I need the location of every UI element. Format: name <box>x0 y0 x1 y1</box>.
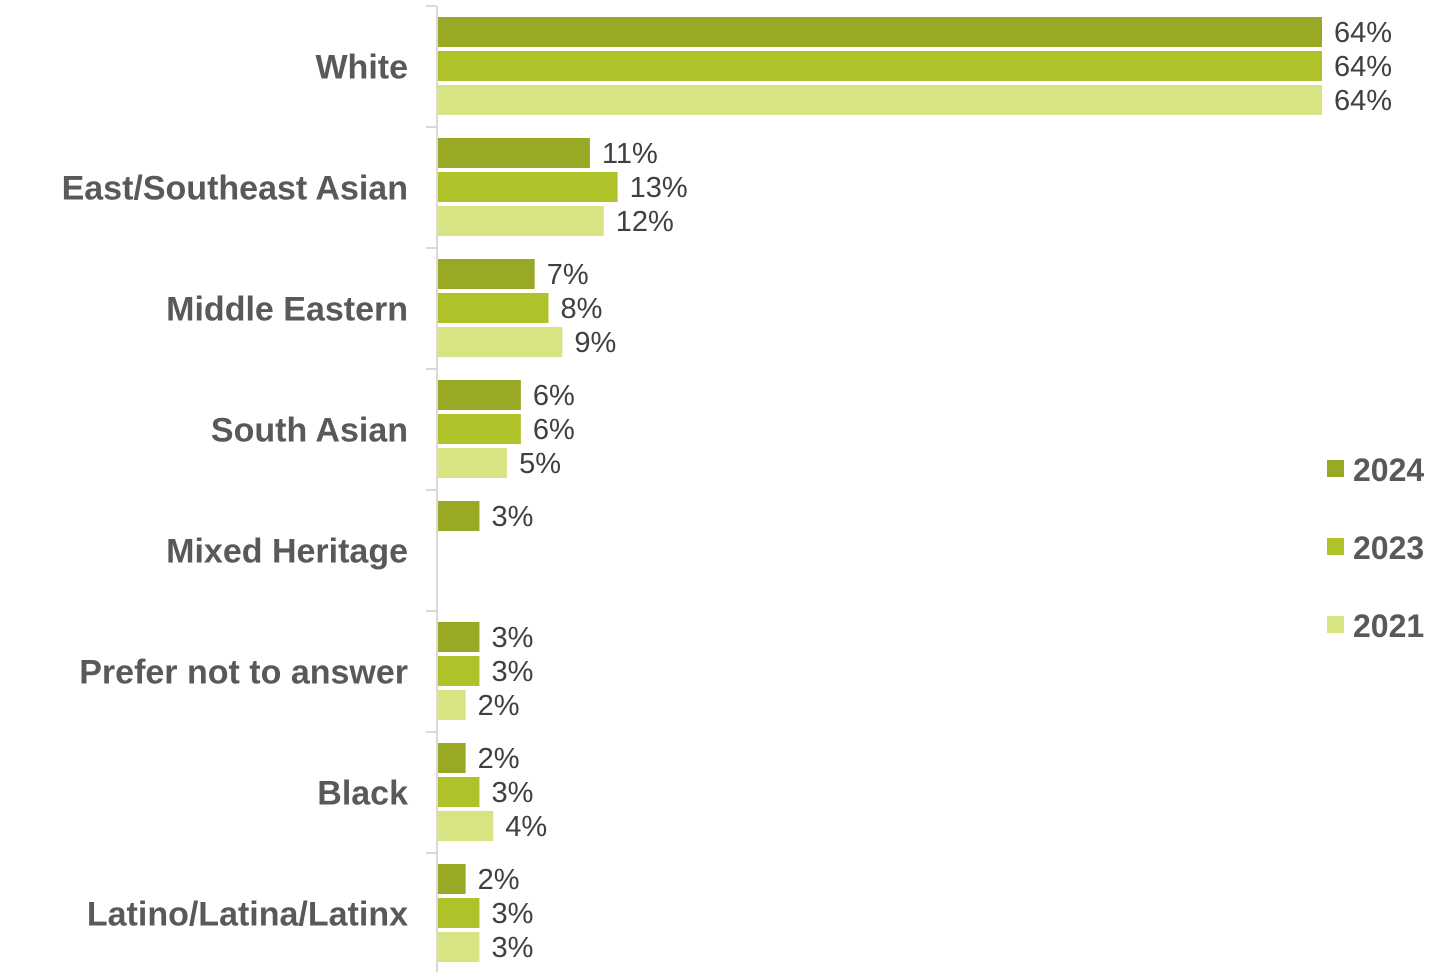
bar-black-2023 <box>438 777 480 807</box>
bar-middle-eastern-2021 <box>438 327 563 357</box>
value-label-south-asian-2023: 6% <box>533 414 575 446</box>
bars-group <box>438 17 1322 962</box>
value-label-white-2021: 64% <box>1334 85 1392 117</box>
bar-latino-latina-latinx-2021 <box>438 932 480 962</box>
category-label-east-southeast-asian: East/Southeast Asian <box>62 170 408 208</box>
category-label-mixed-heritage: Mixed Heritage <box>166 533 408 571</box>
bar-south-asian-2021 <box>438 448 508 478</box>
bar-white-2024 <box>438 17 1322 47</box>
bar-prefer-not-to-answer-2021 <box>438 690 466 720</box>
bar-middle-eastern-2023 <box>438 293 549 323</box>
bar-latino-latina-latinx-2024 <box>438 864 466 894</box>
value-label-latino-latina-latinx-2024: 2% <box>478 864 520 896</box>
bar-east-southeast-asian-2021 <box>438 206 604 236</box>
bar-white-2021 <box>438 85 1322 115</box>
value-label-white-2024: 64% <box>1334 17 1392 49</box>
value-label-middle-eastern-2021: 9% <box>574 327 616 359</box>
bar-south-asian-2024 <box>438 380 521 410</box>
legend: 2024 2023 2021 <box>1327 452 1424 644</box>
value-label-latino-latina-latinx-2023: 3% <box>491 898 533 930</box>
value-label-south-asian-2024: 6% <box>533 380 575 412</box>
legend-label-2021: 2021 <box>1353 608 1424 644</box>
bar-black-2024 <box>438 743 466 773</box>
value-label-latino-latina-latinx-2021: 3% <box>491 932 533 964</box>
value-labels: 64%64%64%11%13%12%7%8%9%6%6%5%3%3%3%2%2%… <box>478 17 1392 964</box>
bar-south-asian-2023 <box>438 414 521 444</box>
value-label-mixed-heritage-2024: 3% <box>491 501 533 533</box>
legend-swatch-2023 <box>1327 538 1344 555</box>
bar-white-2023 <box>438 51 1322 81</box>
category-labels: White East/Southeast Asian Middle Eastern S… <box>62 49 408 934</box>
category-label-latino-latina-latinx: Latino/Latina/Latinx <box>87 896 408 934</box>
value-label-black-2023: 3% <box>491 777 533 809</box>
category-label-white: White <box>315 49 408 87</box>
value-label-middle-eastern-2024: 7% <box>547 259 589 291</box>
category-label-middle-eastern: Middle Eastern <box>166 291 408 329</box>
bar-black-2021 <box>438 811 494 841</box>
axis-ticks <box>426 5 437 854</box>
value-label-east-southeast-asian-2021: 12% <box>616 206 674 238</box>
bar-east-southeast-asian-2023 <box>438 172 618 202</box>
value-label-middle-eastern-2023: 8% <box>561 293 603 325</box>
value-label-east-southeast-asian-2023: 13% <box>630 172 688 204</box>
bar-mixed-heritage-2024 <box>438 501 480 531</box>
bar-prefer-not-to-answer-2023 <box>438 656 480 686</box>
bar-prefer-not-to-answer-2024 <box>438 622 480 652</box>
bar-middle-eastern-2024 <box>438 259 535 289</box>
bar-east-southeast-asian-2024 <box>438 138 590 168</box>
value-label-white-2023: 64% <box>1334 51 1392 83</box>
legend-swatch-2021 <box>1327 616 1344 633</box>
value-label-black-2021: 4% <box>505 811 547 843</box>
value-label-black-2024: 2% <box>478 743 520 775</box>
value-label-east-southeast-asian-2024: 11% <box>602 138 658 170</box>
value-label-prefer-not-to-answer-2023: 3% <box>491 656 533 688</box>
value-label-prefer-not-to-answer-2021: 2% <box>478 690 520 722</box>
category-label-black: Black <box>317 775 408 813</box>
category-label-prefer-not-to-answer: Prefer not to answer <box>79 654 408 692</box>
bar-latino-latina-latinx-2023 <box>438 898 480 928</box>
category-label-south-asian: South Asian <box>211 412 408 450</box>
value-label-south-asian-2021: 5% <box>519 448 561 480</box>
legend-label-2024: 2024 <box>1353 452 1424 488</box>
legend-swatch-2024 <box>1327 460 1344 477</box>
value-label-prefer-not-to-answer-2024: 3% <box>491 622 533 654</box>
legend-label-2023: 2023 <box>1353 530 1424 566</box>
